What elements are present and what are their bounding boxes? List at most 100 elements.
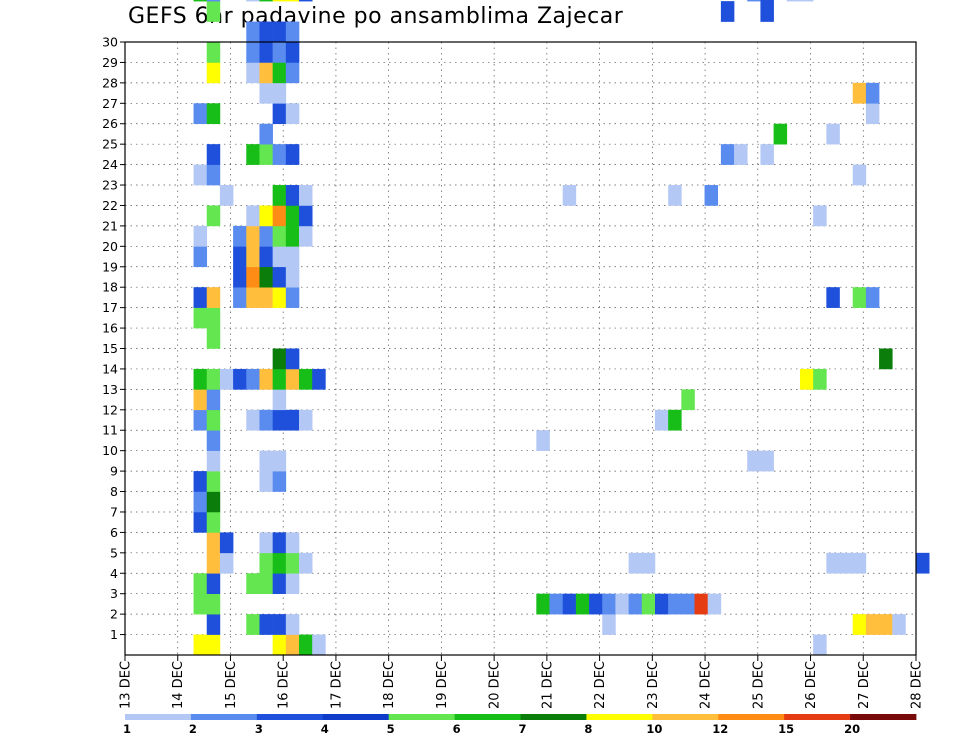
heatmap-cell <box>272 634 287 656</box>
y-tick-label: 21 <box>102 218 118 233</box>
y-tick-label: 3 <box>110 586 118 601</box>
x-axis-ticks: 13 DEC 14 DEC 15 DEC 16 DEC 17 DEC 18 DEC 19 D… <box>119 655 925 709</box>
heatmap-cell <box>879 614 893 635</box>
y-tick-label: 20 <box>102 239 118 254</box>
heatmap-cell <box>246 409 260 431</box>
heatmap-cell <box>285 0 300 2</box>
y-tick-label: 22 <box>102 198 118 213</box>
colorbar-label: 15 <box>778 722 794 736</box>
y-tick-label: 8 <box>110 484 118 499</box>
heatmap-cell <box>641 593 656 615</box>
heatmap-cell <box>259 62 273 84</box>
heatmap-cell <box>193 471 208 492</box>
y-tick-label: 4 <box>110 566 118 581</box>
heatmap-cell <box>892 614 906 635</box>
heatmap-cell <box>272 287 287 308</box>
heatmap-cell <box>536 593 550 615</box>
heatmap-cell <box>536 430 550 451</box>
y-tick-label: 7 <box>110 504 118 519</box>
heatmap-cell <box>852 614 867 635</box>
heatmap-cell <box>285 246 300 268</box>
heatmap-cell <box>206 287 221 308</box>
y-tick-label: 30 <box>102 35 118 50</box>
heatmap-cell <box>206 614 221 635</box>
heatmap-cell <box>602 593 616 615</box>
heatmap-cell <box>206 409 221 431</box>
heatmap-cell <box>193 246 208 268</box>
x-tick-label: 28 DEC <box>910 661 925 709</box>
heatmap-cell <box>206 205 221 227</box>
x-tick-label: 18 DEC <box>382 661 397 709</box>
heatmap-cell <box>773 123 788 145</box>
y-tick-label: 2 <box>110 607 118 622</box>
heatmap-cell <box>272 573 287 594</box>
heatmap-cell <box>575 593 590 615</box>
heatmap-cell <box>272 62 287 84</box>
heatmap-cell <box>193 409 208 431</box>
heatmap-cell <box>259 266 273 288</box>
heatmap-cell <box>206 368 221 390</box>
heatmap-cell <box>602 614 616 635</box>
heatmap-cell <box>299 368 313 390</box>
heatmap-cell <box>246 0 260 2</box>
y-tick-label: 11 <box>102 423 118 438</box>
heatmap-cell <box>760 1 774 22</box>
heatmap-cell <box>668 409 682 431</box>
y-tick-label: 19 <box>102 259 118 274</box>
heatmap-cell <box>813 634 827 656</box>
heatmap-cell <box>865 82 880 104</box>
heatmap-cell <box>852 82 867 104</box>
x-tick-label: 17 DEC <box>329 661 344 709</box>
colorbar-segment <box>190 714 258 720</box>
colorbar-label: 6 <box>453 722 461 736</box>
colorbar-label: 20 <box>844 722 860 736</box>
heatmap-cell <box>259 614 273 635</box>
heatmap-cell <box>272 246 287 268</box>
heatmap-cell <box>707 593 722 615</box>
heatmap-cell <box>285 225 300 247</box>
heatmap-cell <box>206 593 221 615</box>
heatmap-cell <box>285 21 300 43</box>
heatmap-cell <box>285 614 300 635</box>
heatmap-cell <box>668 185 682 206</box>
heatmap-cell <box>206 430 221 451</box>
heatmap-cell <box>285 368 300 390</box>
heatmap-cell <box>259 144 273 165</box>
heatmap-cell <box>615 593 629 615</box>
heatmap-cell <box>206 0 221 2</box>
colorbar-segment <box>388 714 455 720</box>
heatmap-cell <box>879 348 893 370</box>
heatmap-cell <box>259 409 273 431</box>
heatmap-cell <box>285 348 300 370</box>
heatmap-cell <box>193 287 208 308</box>
heatmap-cell <box>734 144 748 165</box>
colorbar-label: 4 <box>321 722 329 736</box>
heatmap-cell <box>259 552 273 574</box>
heatmap-cell <box>681 389 695 411</box>
heatmap-cell <box>246 266 260 288</box>
heatmap-cell <box>259 532 273 554</box>
y-tick-label: 10 <box>102 443 118 458</box>
heatmap-cell <box>259 42 273 63</box>
heatmap-cell <box>193 491 208 513</box>
heatmap-cell <box>285 409 300 431</box>
heatmap-cell <box>285 205 300 227</box>
heatmap-cell <box>272 205 287 227</box>
x-tick-label: 19 DEC <box>435 661 450 709</box>
heatmap-cell <box>219 368 234 390</box>
heatmap-cell <box>760 450 774 472</box>
heatmap-cell <box>272 82 287 104</box>
heatmap-cell <box>272 614 287 635</box>
heatmap-cell <box>233 368 247 390</box>
x-tick-label: 16 DEC <box>277 661 292 709</box>
y-tick-label: 1 <box>110 627 118 642</box>
heatmap-cell <box>233 246 247 268</box>
colorbar-segment <box>322 714 390 720</box>
heatmap-cell <box>193 573 208 594</box>
heatmap-cell <box>285 287 300 308</box>
heatmap-cell <box>589 593 603 615</box>
heatmap-cell <box>826 123 840 145</box>
heatmap-cell <box>285 266 300 288</box>
heatmap-cell <box>826 552 840 574</box>
y-tick-label: 6 <box>110 525 118 540</box>
